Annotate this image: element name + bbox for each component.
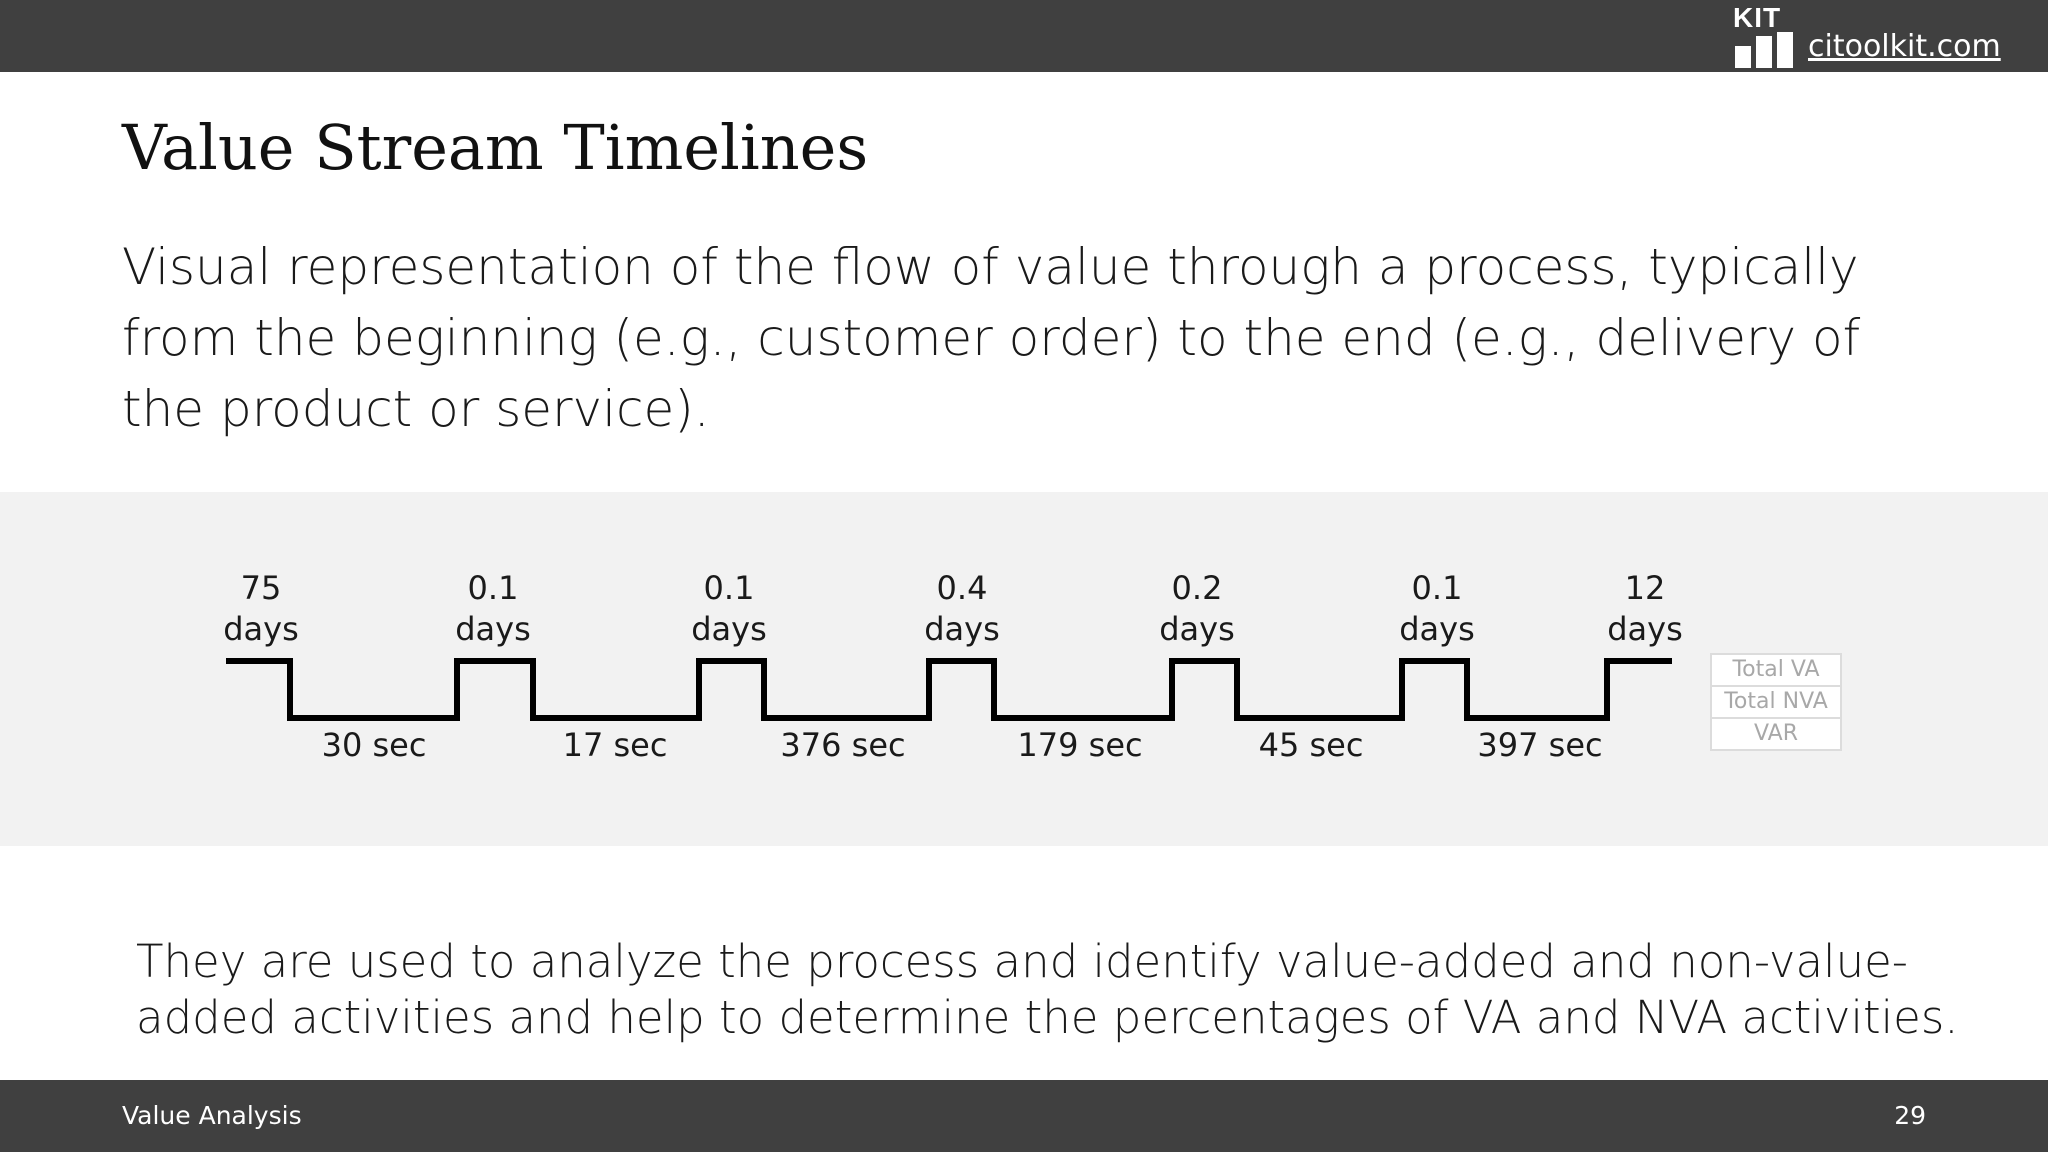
page-number: 29: [1894, 1101, 1926, 1130]
wait-time-value: 0.1: [467, 569, 519, 607]
wait-time-label: 12 days: [1607, 568, 1683, 650]
process-time-label: 179 sec: [1017, 726, 1143, 764]
slide-conclusion: They are used to analyze the process and…: [136, 935, 1959, 1044]
timeline-step-line: [226, 658, 1672, 721]
wait-time-label: 0.1 days: [455, 568, 531, 650]
timeline-svg: [226, 658, 1672, 721]
wait-time-unit: days: [1159, 610, 1235, 648]
process-time-label: 45 sec: [1258, 726, 1364, 764]
wait-time-unit: days: [924, 610, 1000, 648]
process-time-label: 30 sec: [321, 726, 427, 764]
wait-time-value: 0.4: [936, 569, 988, 607]
footer-bar: Value Analysis 29: [0, 1080, 2048, 1152]
wait-time-unit: days: [1607, 610, 1683, 648]
wait-time-value: 0.1: [703, 569, 755, 607]
top-bar: KIT citoolkit.com: [0, 0, 2048, 72]
logo-bars: [1735, 32, 1793, 68]
summary-var: VAR: [1754, 721, 1798, 746]
wait-time-unit: days: [223, 610, 299, 648]
wait-time-label: 0.1 days: [691, 568, 767, 650]
summary-total-va: Total VA: [1712, 655, 1840, 687]
slide-title: Value Stream Timelines: [122, 111, 869, 184]
wait-time-unit: days: [1399, 610, 1475, 648]
summary-table: Total VA Total NVA VAR: [1710, 653, 1842, 751]
slide-description: Visual representation of the flow of val…: [122, 238, 1861, 438]
site-link[interactable]: citoolkit.com: [1808, 29, 2001, 64]
wait-time-value: 0.1: [1411, 569, 1463, 607]
footer-section-label: Value Analysis: [122, 1101, 302, 1130]
process-time-label: 17 sec: [562, 726, 668, 764]
process-time-label: 376 sec: [780, 726, 906, 764]
timeline-diagram: 75 days 0.1 days 0.1 days 0.4 days 0.2 d…: [0, 492, 2048, 846]
process-time-label: 397 sec: [1477, 726, 1603, 764]
wait-time-value: 0.2: [1171, 569, 1223, 607]
wait-time-label: 0.1 days: [1399, 568, 1475, 650]
wait-time-value: 12: [1624, 569, 1666, 607]
wait-time-label: 75 days: [223, 568, 299, 650]
wait-time-value: 75: [240, 569, 282, 607]
wait-time-label: 0.4 days: [924, 568, 1000, 650]
wait-time-unit: days: [455, 610, 531, 648]
summary-total-nva: Total NVA: [1712, 687, 1840, 719]
wait-time-label: 0.2 days: [1159, 568, 1235, 650]
wait-time-unit: days: [691, 610, 767, 648]
kit-logo-icon: KIT: [1733, 4, 1795, 68]
logo-text: KIT: [1733, 2, 1782, 33]
